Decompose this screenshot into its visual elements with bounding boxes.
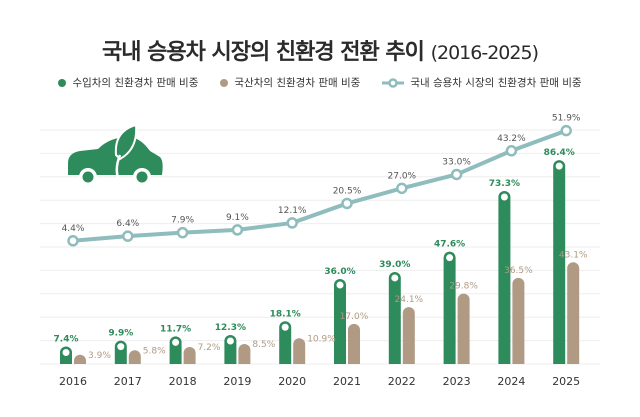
line-point — [505, 145, 518, 157]
bar-domestic — [348, 323, 360, 364]
bar-domestic — [74, 354, 86, 364]
data-label-domestic: 29.8% — [449, 282, 478, 292]
legend-item-total: 국내 승용차 시장의 친환경차 판매 비중 — [382, 75, 582, 90]
data-label-import: 9.9% — [108, 329, 133, 339]
bar-import-marker — [281, 323, 289, 331]
x-tick-label: 2024 — [497, 375, 525, 388]
legend-label: 국산차의 친환경차 판매 비중 — [234, 77, 361, 89]
bar-import — [334, 279, 346, 364]
data-label-total: 6.4% — [116, 219, 139, 229]
data-label-import: 7.4% — [54, 335, 79, 345]
bar-import-marker — [446, 254, 454, 262]
data-label-import: 39.0% — [379, 260, 410, 270]
line-point — [560, 124, 572, 137]
data-label-import: 36.0% — [324, 267, 355, 277]
bar-import-marker — [500, 193, 508, 201]
data-label-total: 43.2% — [497, 134, 526, 144]
data-label-import: 11.7% — [160, 324, 191, 334]
x-tick-label: 2018 — [169, 375, 197, 388]
bar-domestic — [457, 293, 470, 364]
bar-domestic — [567, 262, 580, 364]
bar-import-marker — [172, 338, 180, 346]
line-point — [176, 226, 189, 239]
bar-import-marker — [62, 349, 70, 357]
data-label-domestic: 5.8% — [143, 346, 166, 356]
bar-import — [498, 191, 511, 364]
data-label-import: 12.3% — [215, 323, 246, 333]
line-point — [122, 230, 134, 242]
x-tick-label: 2022 — [388, 375, 416, 388]
data-label-total: 27.0% — [388, 171, 417, 181]
bar-import-marker — [336, 281, 344, 289]
data-label-import: 18.1% — [270, 309, 301, 319]
data-label-total: 4.4% — [62, 224, 85, 234]
x-tick-label: 2020 — [278, 375, 306, 388]
bar-domestic — [293, 338, 306, 364]
eco-car-leaf-icon — [68, 123, 163, 192]
bar-domestic — [128, 350, 141, 364]
bar-import — [279, 321, 292, 364]
data-label-total: 33.0% — [442, 157, 471, 167]
data-label-domestic: 36.5% — [504, 266, 533, 276]
bar-domestic — [512, 277, 525, 364]
bar-import — [443, 251, 456, 364]
data-label-domestic: 7.2% — [198, 343, 221, 353]
bar-import-marker — [391, 274, 399, 282]
legend-item-import: 수입차의 친환경차 판매 비중 — [58, 75, 198, 90]
bar-import — [553, 160, 566, 364]
data-label-domestic: 17.0% — [340, 312, 369, 322]
data-label-import: 73.3% — [489, 179, 520, 189]
data-label-total: 9.1% — [226, 213, 249, 223]
line-point — [450, 168, 463, 181]
x-tick-label: 2017 — [114, 375, 142, 388]
legend-dot-icon — [58, 78, 67, 87]
data-label-domestic: 8.5% — [252, 340, 275, 350]
x-tick-label: 2021 — [333, 375, 361, 388]
legend-line-icon — [382, 77, 405, 88]
data-label-total: 12.1% — [278, 206, 307, 216]
bar-domestic — [238, 343, 251, 364]
x-tick-label: 2025 — [552, 375, 580, 388]
line-point — [341, 197, 353, 210]
bar-domestic — [183, 347, 196, 364]
line-total — [72, 128, 567, 243]
legend-dot-icon — [220, 78, 229, 87]
title-main: 국내 승용차 시장의 친환경 전환 추이 — [102, 40, 425, 65]
data-label-total: 7.9% — [171, 216, 194, 226]
chart-title: 국내 승용차 시장의 친환경 전환 추이 (2016-2025) — [0, 34, 640, 66]
line-point — [67, 235, 79, 247]
data-label-total: 51.9% — [552, 114, 581, 124]
bar-import-marker — [226, 337, 234, 345]
bar-domestic — [402, 307, 415, 364]
x-tick-label: 2016 — [59, 375, 87, 388]
data-label-import: 86.4% — [544, 148, 575, 158]
legend-label: 국내 승용차 시장의 친환경차 판매 비중 — [410, 77, 582, 89]
line-point — [231, 224, 244, 236]
legend: 수입차의 친환경차 판매 비중 국산차의 친환경차 판매 비중 국내 승용차 시… — [0, 75, 640, 90]
bar-import-marker — [117, 343, 125, 351]
x-tick-label: 2023 — [443, 375, 471, 388]
data-label-import: 47.6% — [434, 240, 465, 250]
legend-item-domestic: 국산차의 친환경차 판매 비중 — [220, 75, 360, 90]
data-label-total: 20.5% — [333, 186, 362, 196]
data-label-domestic: 3.9% — [88, 351, 111, 361]
x-tick-label: 2019 — [223, 375, 251, 388]
legend-label: 수입차의 친환경차 판매 비중 — [72, 77, 199, 89]
data-label-domestic: 10.9% — [307, 334, 336, 344]
bar-import-marker — [555, 162, 563, 170]
line-point — [286, 217, 298, 229]
bar-import — [388, 271, 401, 364]
line-point — [396, 182, 408, 195]
data-label-domestic: 43.1% — [559, 250, 588, 260]
data-label-domestic: 24.1% — [395, 295, 424, 305]
title-years: (2016-2025) — [430, 42, 539, 64]
